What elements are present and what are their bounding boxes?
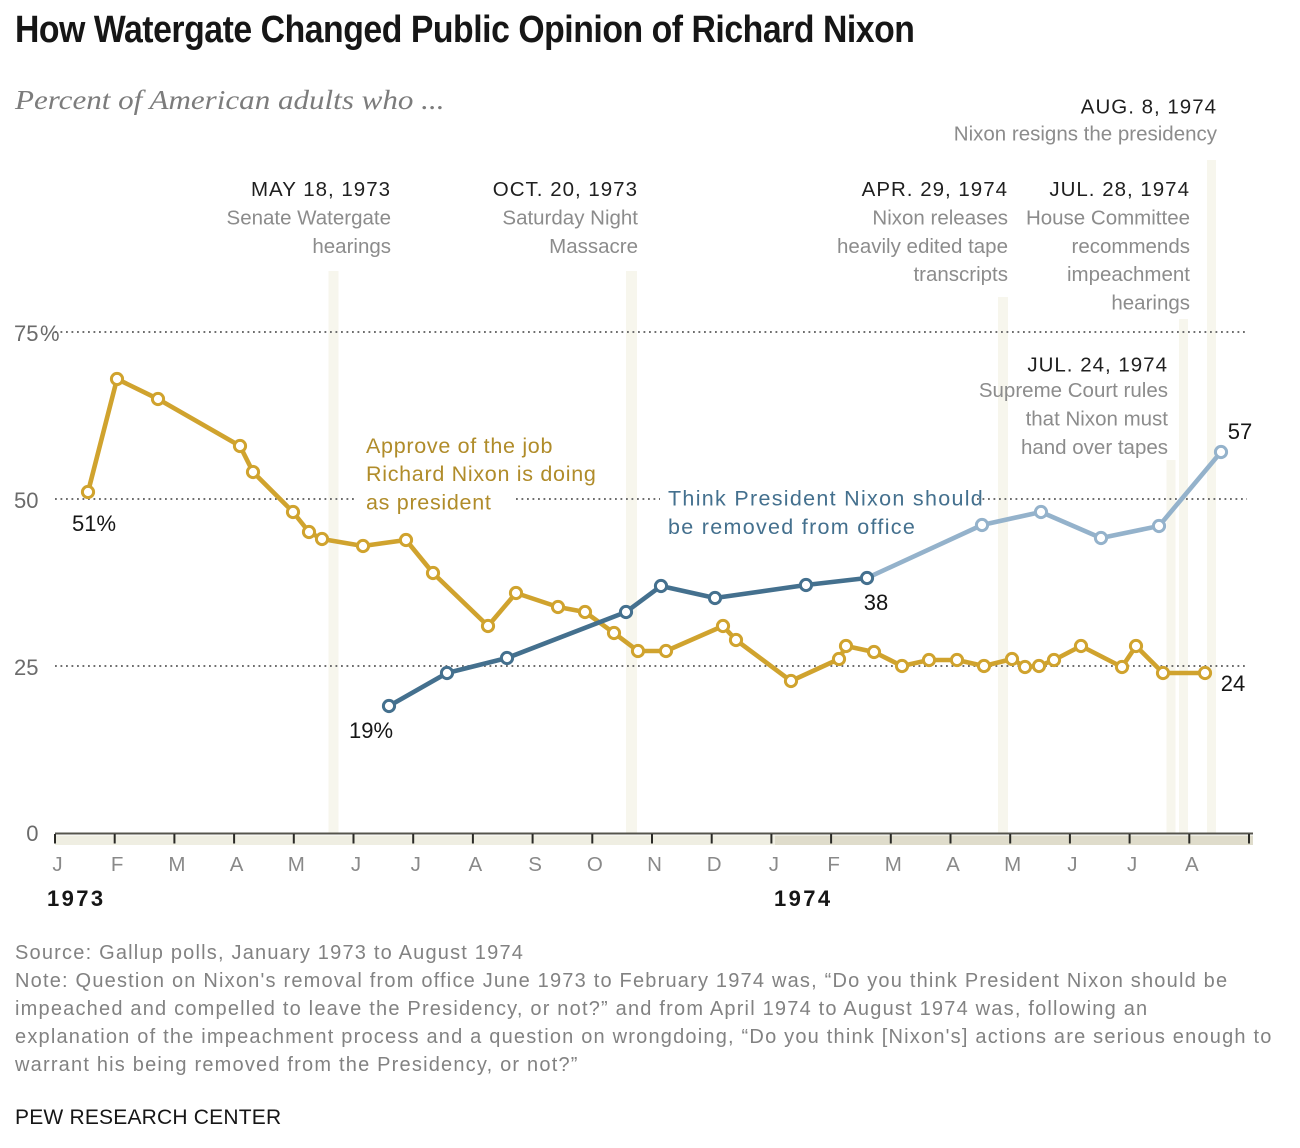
svg-text:F: F — [827, 853, 840, 876]
svg-text:MAY 18, 1973: MAY 18, 1973 — [251, 178, 391, 201]
svg-text:24: 24 — [1221, 671, 1245, 696]
svg-text:hearings: hearings — [1111, 291, 1190, 314]
svg-text:as president: as president — [366, 490, 492, 514]
svg-text:J: J — [351, 853, 361, 876]
svg-text:Massacre: Massacre — [549, 235, 638, 258]
svg-text:Richard Nixon is doing: Richard Nixon is doing — [366, 462, 597, 486]
svg-text:Approve of the job: Approve of the job — [366, 434, 553, 458]
svg-text:51%: 51% — [72, 511, 116, 536]
svg-text:57: 57 — [1228, 419, 1252, 444]
svg-text:M: M — [885, 853, 902, 876]
svg-text:J: J — [411, 853, 421, 876]
svg-text:JUL. 24, 1974: JUL. 24, 1974 — [1027, 354, 1168, 377]
svg-text:0: 0 — [26, 821, 38, 846]
svg-text:heavily edited tape: heavily edited tape — [837, 235, 1008, 258]
svg-text:OCT. 20, 1973: OCT. 20, 1973 — [493, 178, 638, 201]
svg-text:O: O — [587, 853, 603, 876]
svg-text:A: A — [1185, 853, 1199, 876]
svg-text:J: J — [52, 853, 62, 876]
svg-text:Senate Watergate: Senate Watergate — [227, 206, 391, 229]
svg-text:75: 75 — [14, 321, 38, 346]
svg-text:1973: 1973 — [47, 886, 106, 911]
svg-text:A: A — [469, 853, 483, 876]
svg-text:impeachment: impeachment — [1067, 263, 1190, 286]
svg-text:M: M — [1004, 853, 1021, 876]
svg-text:be removed from office: be removed from office — [668, 515, 916, 539]
svg-text:D: D — [707, 853, 722, 876]
svg-text:A: A — [946, 853, 960, 876]
svg-text:Nixon releases: Nixon releases — [872, 206, 1008, 229]
svg-text:38: 38 — [864, 590, 888, 615]
svg-text:J: J — [1067, 853, 1077, 876]
svg-text:transcripts: transcripts — [913, 263, 1008, 286]
svg-text:25: 25 — [14, 655, 38, 680]
svg-text:1974: 1974 — [774, 886, 833, 911]
svg-text:19%: 19% — [349, 718, 393, 743]
svg-text:JUL. 28, 1974: JUL. 28, 1974 — [1049, 178, 1190, 201]
svg-text:M: M — [168, 853, 185, 876]
svg-text:Nixon resigns the presidency: Nixon resigns the presidency — [954, 123, 1218, 146]
svg-text:A: A — [230, 853, 244, 876]
svg-text:50: 50 — [14, 488, 38, 513]
svg-text:%: % — [40, 321, 60, 346]
svg-text:F: F — [111, 853, 124, 876]
svg-text:M: M — [288, 853, 305, 876]
svg-text:J: J — [1127, 853, 1137, 876]
svg-text:S: S — [528, 853, 542, 876]
svg-text:that Nixon must: that Nixon must — [1026, 407, 1169, 430]
svg-text:recommends: recommends — [1072, 235, 1191, 258]
svg-text:APR. 29, 1974: APR. 29, 1974 — [862, 178, 1008, 201]
svg-text:AUG. 8, 1974: AUG. 8, 1974 — [1081, 96, 1217, 119]
svg-text:Supreme Court rules: Supreme Court rules — [979, 379, 1168, 402]
svg-text:hearings: hearings — [312, 235, 391, 258]
svg-text:N: N — [647, 853, 662, 876]
svg-text:hand over tapes: hand over tapes — [1021, 436, 1168, 459]
svg-text:J: J — [769, 853, 779, 876]
svg-text:Saturday Night: Saturday Night — [502, 206, 638, 229]
svg-text:Think President Nixon should: Think President Nixon should — [668, 487, 984, 511]
svg-text:House Committee: House Committee — [1026, 206, 1190, 229]
